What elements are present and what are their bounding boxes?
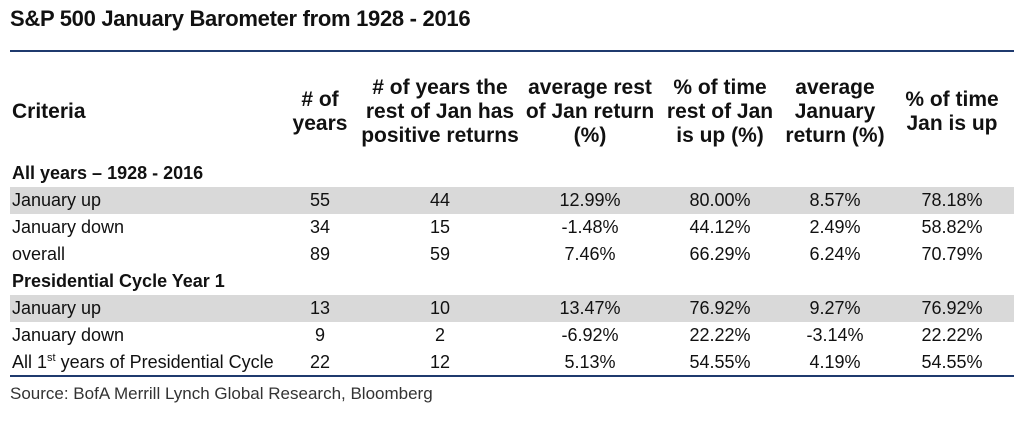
header-avg-rest: average rest of Jan return (%) [525, 76, 655, 147]
header-avg-jan: average January return (%) [785, 76, 885, 147]
cell-rest-positive: 10 [360, 295, 520, 322]
header-pct-jan-up: % of time Jan is up [905, 88, 999, 135]
cell-pct-rest-up: 22.22% [689, 325, 751, 345]
table-row: January down 9 2 -6.92% 22.22% -3.14% 22… [10, 322, 1014, 349]
barometer-table: Criteria # of years # of years the rest … [10, 64, 1014, 376]
cell-rest-positive: 44 [360, 187, 520, 214]
header-pct-rest-up: % of time rest of Jan is up (%) [666, 76, 774, 147]
cell-criteria: January down [12, 325, 125, 345]
section-label: All years – 1928 - 2016 [12, 163, 204, 183]
header-rest-positive: # of years the rest of Jan has positive … [361, 76, 519, 147]
cell-rest-positive: 15 [429, 217, 451, 237]
table-row: All 1st years of Presidential Cycle 22 1… [10, 349, 1014, 376]
table-row: January up 55 44 12.99% 80.00% 8.57% 78.… [10, 187, 1014, 214]
cell-criteria: January up [10, 187, 280, 214]
cell-pct-rest-up: 44.12% [689, 217, 751, 237]
cell-avg-rest: -1.48% [561, 217, 619, 237]
header-criteria: Criteria [12, 100, 86, 123]
cell-pct-rest-up: 66.29% [689, 244, 751, 264]
cell-avg-rest: 5.13% [564, 352, 616, 372]
cell-pct-jan-up: 76.92% [890, 295, 1014, 322]
table-row: January down 34 15 -1.48% 44.12% 2.49% 5… [10, 214, 1014, 241]
cell-num-years: 9 [314, 325, 325, 345]
cell-rest-positive: 2 [434, 325, 445, 345]
cell-criteria: overall [12, 244, 66, 264]
header-row: Criteria # of years # of years the rest … [10, 64, 1014, 160]
cell-avg-jan: 9.27% [780, 295, 890, 322]
cell-num-years: 22 [309, 352, 331, 372]
header-num-years: # of years [292, 88, 348, 135]
cell-pct-rest-up: 80.00% [660, 187, 780, 214]
cell-pct-jan-up: 54.55% [921, 352, 983, 372]
cell-criteria: All 1st years of Presidential Cycle [12, 352, 274, 372]
cell-pct-jan-up: 70.79% [921, 244, 983, 264]
section-label: Presidential Cycle Year 1 [12, 271, 225, 291]
cell-pct-jan-up: 58.82% [921, 217, 983, 237]
cell-num-years: 89 [309, 244, 331, 264]
cell-pct-rest-up: 54.55% [689, 352, 751, 372]
cell-avg-rest: 13.47% [520, 295, 660, 322]
table-title: S&P 500 January Barometer from 1928 - 20… [10, 6, 471, 31]
cell-rest-positive: 12 [429, 352, 451, 372]
section-row: All years – 1928 - 2016 [10, 160, 1014, 187]
cell-num-years: 55 [280, 187, 360, 214]
table-row: January up 13 10 13.47% 76.92% 9.27% 76.… [10, 295, 1014, 322]
bottom-rule [10, 375, 1014, 377]
cell-avg-rest: -6.92% [561, 325, 619, 345]
cell-criteria: January down [12, 217, 125, 237]
table-row: overall 89 59 7.46% 66.29% 6.24% 70.79% [10, 241, 1014, 268]
source-note: Source: BofA Merrill Lynch Global Resear… [10, 384, 433, 403]
cell-rest-positive: 59 [429, 244, 451, 264]
cell-avg-jan: 8.57% [780, 187, 890, 214]
cell-avg-jan: 4.19% [809, 352, 861, 372]
cell-num-years: 34 [309, 217, 331, 237]
cell-avg-rest: 12.99% [520, 187, 660, 214]
cell-pct-rest-up: 76.92% [660, 295, 780, 322]
cell-avg-jan: -3.14% [806, 325, 864, 345]
cell-avg-jan: 6.24% [809, 244, 861, 264]
cell-num-years: 13 [280, 295, 360, 322]
cell-criteria: January up [10, 295, 280, 322]
cell-pct-jan-up: 78.18% [890, 187, 1014, 214]
top-rule [10, 50, 1014, 52]
cell-avg-rest: 7.46% [564, 244, 616, 264]
section-row: Presidential Cycle Year 1 [10, 268, 1014, 295]
cell-pct-jan-up: 22.22% [921, 325, 983, 345]
cell-avg-jan: 2.49% [809, 217, 861, 237]
